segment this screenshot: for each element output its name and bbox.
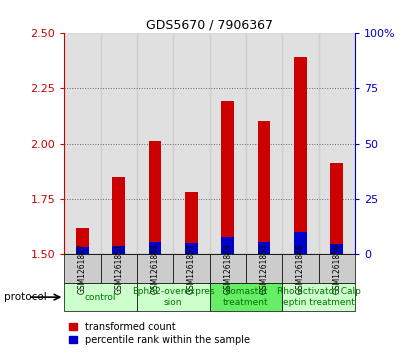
Bar <box>319 254 355 283</box>
Bar <box>210 33 246 254</box>
Bar <box>210 283 282 311</box>
Bar <box>294 232 307 254</box>
Bar <box>64 283 137 311</box>
Bar <box>149 141 161 254</box>
Legend: transformed count, percentile rank within the sample: transformed count, percentile rank withi… <box>69 322 250 345</box>
Bar <box>100 33 137 254</box>
Text: Ilomastat
treatment: Ilomastat treatment <box>223 287 269 307</box>
Bar <box>246 33 282 254</box>
Text: GSM1261848: GSM1261848 <box>151 243 160 294</box>
Text: GSM1261850: GSM1261850 <box>332 243 341 294</box>
Bar <box>330 163 343 254</box>
Bar <box>137 33 173 254</box>
Bar <box>149 242 161 254</box>
Bar <box>294 57 307 254</box>
Bar <box>282 254 319 283</box>
Text: GSM1261852: GSM1261852 <box>187 243 196 294</box>
Bar <box>64 254 101 283</box>
Text: GSM1261853: GSM1261853 <box>259 243 269 294</box>
Bar <box>64 33 101 254</box>
Bar <box>319 33 355 254</box>
Text: control: control <box>85 293 116 302</box>
Text: GSM1261851: GSM1261851 <box>114 243 123 294</box>
Bar <box>210 254 246 283</box>
Bar <box>112 177 125 254</box>
Bar <box>282 33 319 254</box>
Bar <box>185 192 198 254</box>
Bar <box>76 228 89 254</box>
Text: GSM1261847: GSM1261847 <box>78 243 87 294</box>
Bar <box>330 244 343 254</box>
Text: GSM1261849: GSM1261849 <box>223 243 232 294</box>
Bar <box>112 245 125 254</box>
Bar <box>185 243 198 254</box>
Bar <box>258 121 271 254</box>
Bar <box>173 33 210 254</box>
Bar <box>258 242 271 254</box>
Bar <box>221 237 234 254</box>
Text: Rho activator Calp
eptin treatment: Rho activator Calp eptin treatment <box>276 287 361 307</box>
Title: GDS5670 / 7906367: GDS5670 / 7906367 <box>146 19 273 32</box>
Bar <box>221 101 234 254</box>
Text: GSM1261846: GSM1261846 <box>296 243 305 294</box>
Bar <box>137 283 210 311</box>
Text: protocol: protocol <box>4 292 47 302</box>
Bar <box>282 283 355 311</box>
Bar <box>246 254 282 283</box>
Bar <box>137 254 173 283</box>
Bar <box>173 254 210 283</box>
Bar <box>76 246 89 254</box>
Text: EphA2-overexpres
sion: EphA2-overexpres sion <box>132 287 215 307</box>
Bar <box>100 254 137 283</box>
